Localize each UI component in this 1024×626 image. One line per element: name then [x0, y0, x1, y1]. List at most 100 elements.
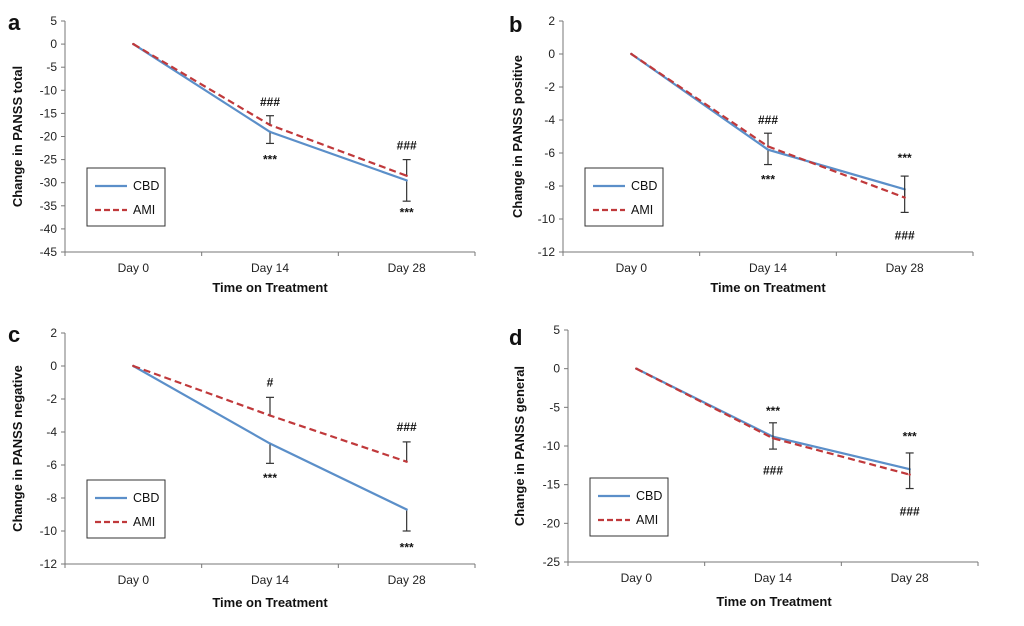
- y-axis-title: Change in PANSS general: [512, 366, 527, 526]
- significance-label: ***: [766, 404, 780, 418]
- significance-label: ###: [758, 113, 778, 127]
- legend-label-ami: AMI: [133, 203, 155, 217]
- significance-label: ###: [260, 95, 280, 109]
- y-tick-label: -15: [543, 478, 561, 492]
- data-point-ami: [766, 145, 770, 148]
- data-point-ami: [268, 414, 272, 417]
- y-tick-label: -25: [40, 153, 58, 167]
- y-tick-label: -6: [46, 458, 57, 472]
- y-tick-label: -35: [40, 199, 58, 213]
- panel-letter: c: [8, 322, 20, 347]
- panel-a: a 5 0 -5 -10 -15 -20 -25 -30 -35 -40 -45 Day 0 Day 14…: [8, 10, 476, 295]
- y-tick-label: 5: [553, 323, 560, 337]
- data-point-cbd: [268, 130, 272, 134]
- y-tick-label: 0: [548, 47, 555, 61]
- x-tick-label: Day 14: [251, 573, 289, 587]
- significance-label: ***: [903, 430, 917, 444]
- significance-label: ***: [761, 172, 775, 186]
- data-point-ami: [132, 364, 135, 368]
- panel-letter: d: [509, 325, 522, 350]
- significance-label: ***: [400, 206, 414, 220]
- data-point-ami: [405, 460, 408, 463]
- panel-letter: a: [8, 10, 21, 35]
- legend-box: [86, 479, 166, 539]
- legend-box: [584, 167, 664, 227]
- legend-label-ami: AMI: [631, 203, 653, 217]
- x-tick-label: Day 28: [388, 573, 426, 587]
- x-tick-label: Day 0: [118, 261, 150, 275]
- y-tick-label: -10: [538, 212, 556, 226]
- y-tick-label: -25: [543, 555, 561, 569]
- y-tick-label: 2: [548, 14, 555, 28]
- y-axis-title: Change in PANSS total: [10, 66, 25, 207]
- x-tick-label: Day 0: [616, 261, 648, 275]
- y-tick-label: -15: [40, 106, 58, 120]
- y-tick-label: -4: [544, 113, 555, 127]
- data-point-ami: [405, 174, 408, 177]
- y-tick-label: -10: [543, 439, 561, 453]
- data-point-ami: [268, 123, 272, 127]
- legend-label-ami: AMI: [636, 513, 658, 527]
- legend: CBD AMI: [86, 167, 166, 227]
- data-point-ami: [635, 367, 638, 370]
- legend-label-cbd: CBD: [631, 179, 657, 193]
- legend-label-cbd: CBD: [133, 491, 159, 505]
- series-line-cbd: [635, 367, 910, 471]
- panel-c: c 2 0 -2 -4 -6 -8 -10 -12 Day 0 Day 14 Day 28 Time o…: [8, 322, 476, 610]
- legend-box: [86, 167, 166, 227]
- y-tick-label: 0: [50, 359, 57, 373]
- y-tick-label: -20: [543, 516, 561, 530]
- data-point-cbd: [405, 179, 408, 182]
- legend-box: [589, 477, 669, 537]
- y-tick-label: -8: [544, 179, 555, 193]
- x-tick-label: Day 28: [891, 571, 929, 585]
- y-tick-label: 0: [50, 37, 57, 51]
- y-tick-label: -45: [40, 245, 58, 259]
- legend: CBD AMI: [589, 477, 669, 537]
- y-tick-label: -30: [40, 176, 58, 190]
- data-point-cbd: [268, 442, 272, 445]
- panel-letter: b: [509, 12, 522, 37]
- significance-label: ###: [397, 420, 417, 434]
- y-axis-title: Change in PANSS negative: [10, 365, 25, 532]
- significance-label: ***: [898, 151, 912, 165]
- y-tick-label: -2: [46, 392, 57, 406]
- significance-label: ###: [895, 229, 915, 243]
- data-point-ami: [630, 52, 633, 56]
- x-axis-title: Time on Treatment: [212, 280, 328, 295]
- panel-d: d 5 0 -5 -10 -15 -20 -25 Day 0 Day 14 Day 28 Time o…: [509, 323, 979, 609]
- significance-label: ***: [263, 153, 277, 167]
- x-axis-title: Time on Treatment: [710, 280, 826, 295]
- y-tick-label: 5: [50, 14, 57, 28]
- panel-b: b 2 0 -2 -4 -6 -8 -10 -12 Day 0 Day 14 Day 28 Time o…: [509, 12, 974, 295]
- y-tick-label: -12: [538, 245, 556, 259]
- x-axis-title: Time on Treatment: [212, 595, 328, 610]
- x-tick-label: Day 14: [754, 571, 792, 585]
- x-tick-label: Day 28: [388, 261, 426, 275]
- data-point-ami: [908, 473, 911, 476]
- y-tick-label: -4: [46, 425, 57, 439]
- y-tick-label: 0: [553, 362, 560, 376]
- y-tick-label: -8: [46, 491, 57, 505]
- x-axis-title: Time on Treatment: [716, 594, 832, 609]
- significance-label: ###: [397, 139, 417, 153]
- significance-label: ###: [900, 505, 920, 519]
- significance-label: ***: [263, 471, 277, 485]
- legend-label-cbd: CBD: [636, 489, 662, 503]
- y-tick-label: -2: [544, 80, 555, 94]
- data-point-cbd: [766, 148, 770, 151]
- data-point-ami: [771, 437, 775, 440]
- y-tick-label: -12: [40, 557, 58, 571]
- y-tick-label: -6: [544, 146, 555, 160]
- significance-label: #: [267, 376, 274, 390]
- x-tick-label: Day 0: [621, 571, 653, 585]
- y-tick-label: -40: [40, 222, 58, 236]
- series-line-ami: [635, 367, 910, 476]
- y-tick-label: -10: [40, 83, 58, 97]
- legend: CBD AMI: [86, 479, 166, 539]
- x-tick-label: Day 14: [251, 261, 289, 275]
- data-point-ami: [903, 196, 906, 199]
- y-tick-label: -5: [46, 60, 57, 74]
